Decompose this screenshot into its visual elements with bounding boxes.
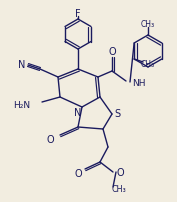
- Text: CH₃: CH₃: [141, 19, 155, 28]
- Text: H₂N: H₂N: [13, 100, 30, 109]
- Text: CH₃: CH₃: [141, 59, 155, 68]
- Text: O: O: [74, 168, 82, 178]
- Text: NH: NH: [132, 78, 145, 87]
- Text: CH₃: CH₃: [112, 185, 126, 194]
- Text: N: N: [18, 60, 26, 70]
- Text: O: O: [116, 167, 124, 177]
- Text: N: N: [74, 107, 82, 117]
- Text: F: F: [75, 9, 81, 19]
- Text: O: O: [46, 134, 54, 144]
- Text: S: S: [114, 108, 120, 118]
- Text: O: O: [108, 47, 116, 57]
